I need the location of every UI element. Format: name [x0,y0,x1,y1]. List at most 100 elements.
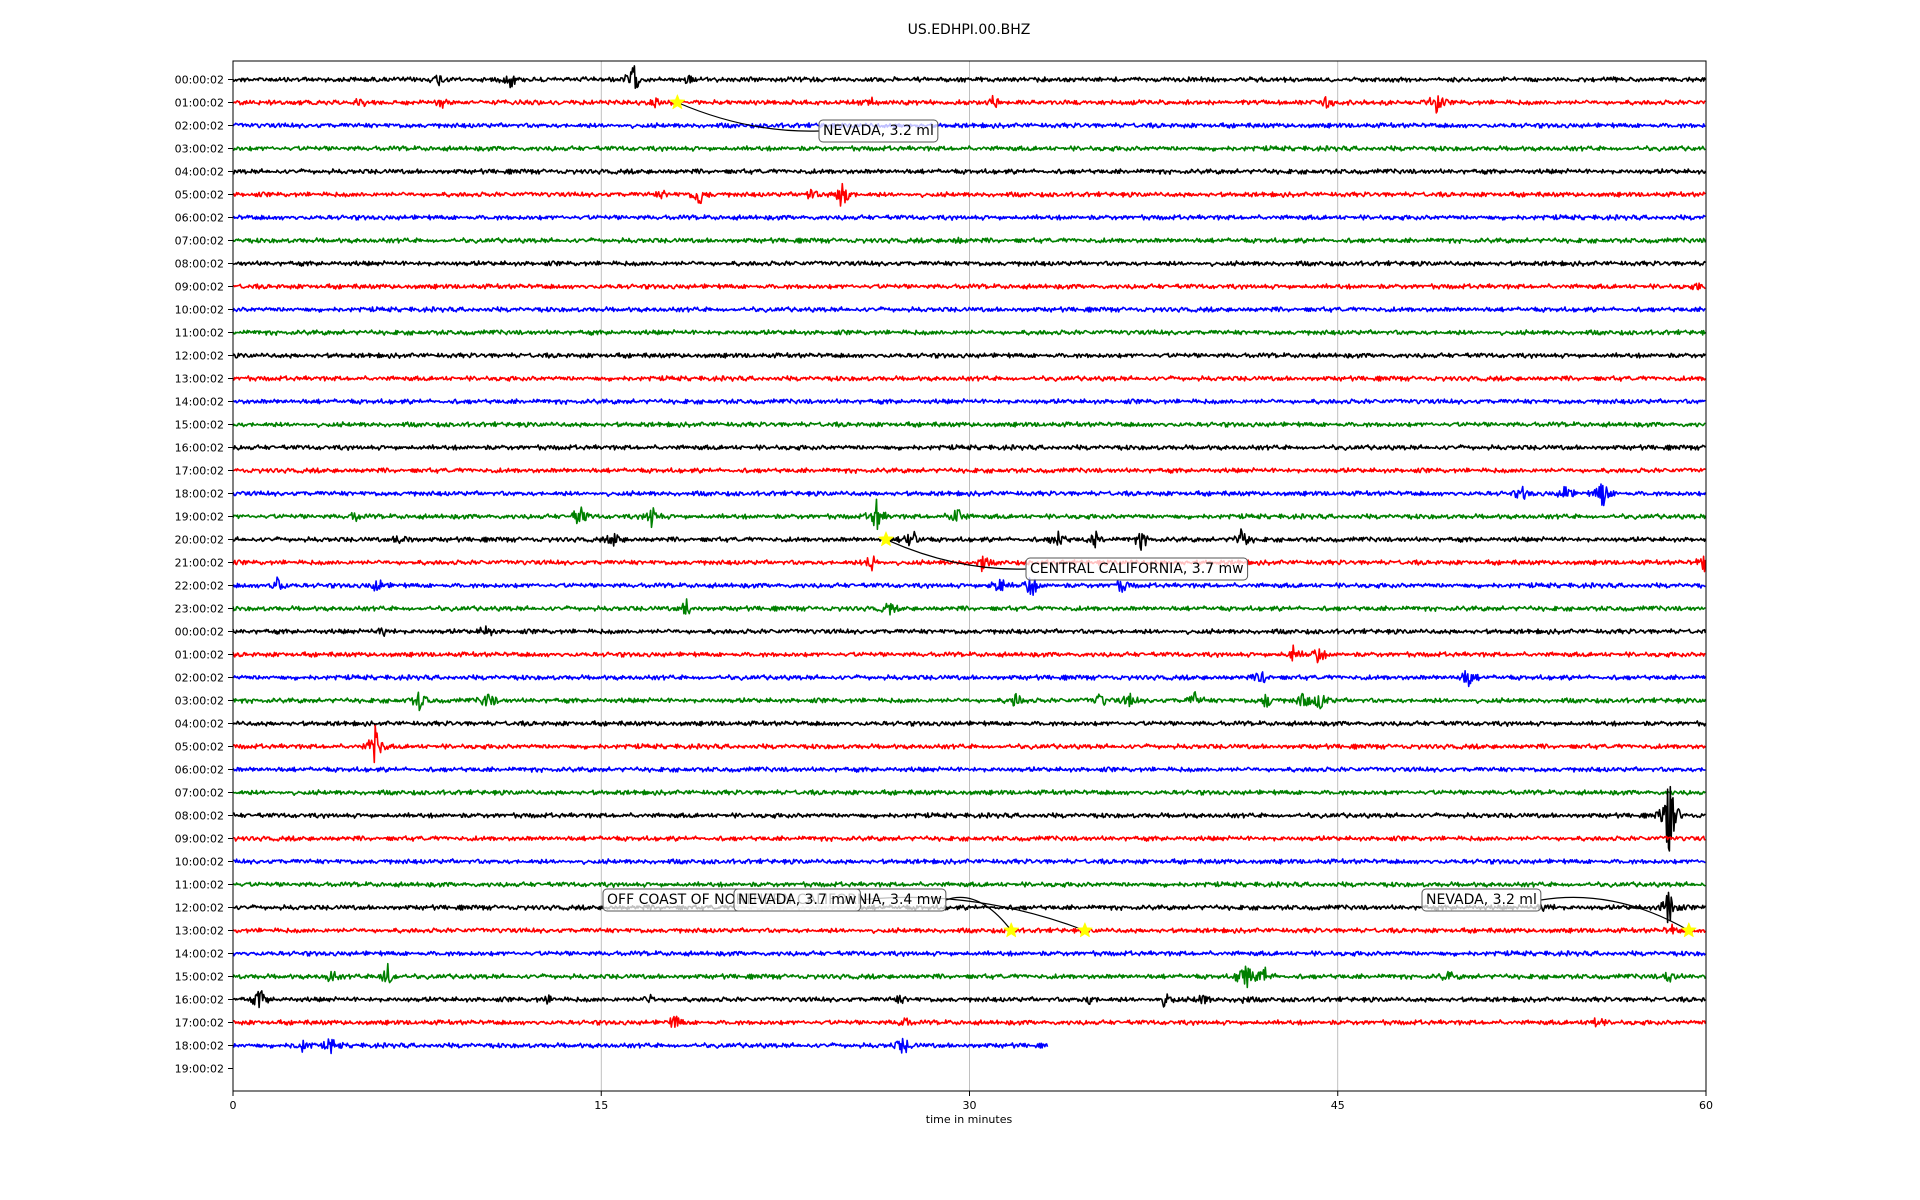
x-tick-label: 15 [594,1099,608,1112]
trace-row-16 [232,444,1707,452]
y-tick-label: 18:00:02 [175,488,224,501]
y-tick-label: 13:00:02 [175,925,224,938]
event-label: NEVADA, 3.2 ml [818,119,939,143]
y-tick-label: 05:00:02 [175,741,224,754]
trace-row-22 [232,576,1706,597]
y-tick-label: 01:00:02 [175,97,224,110]
x-tick-label: 60 [1699,1099,1713,1112]
trace-row-12 [232,352,1707,360]
trace-row-26 [232,669,1707,688]
event-label-text: CENTRAL CALIFORNIA, 3.7 mw [1030,561,1244,577]
y-tick-label: 11:00:02 [175,327,224,340]
grid-lines [600,61,1339,1091]
trace-row-34 [232,858,1706,866]
trace-row-38 [232,950,1707,958]
event-star-marker [669,93,686,110]
trace-row-33 [233,835,1706,843]
y-tick-label: 06:00:02 [175,212,224,225]
y-tick-label: 10:00:02 [175,304,224,317]
trace-row-7 [232,236,1707,245]
y-tick-label: 12:00:02 [175,902,224,915]
y-tick-label: 03:00:02 [175,143,224,156]
y-tick-label: 00:00:02 [175,626,224,639]
trace-row-25 [232,644,1706,664]
trace-row-32 [232,785,1706,852]
x-tick-label: 0 [230,1099,237,1112]
y-tick-label: 17:00:02 [175,465,224,478]
y-tick-label: 13:00:02 [175,373,224,386]
event-label: CENTRAL CALIFORNIA, 3.7 mw [1025,557,1249,581]
trace-row-5 [232,182,1706,207]
y-tick-label: 04:00:02 [175,166,224,179]
trace-row-28 [232,720,1707,728]
y-tick-label: 12:00:02 [175,350,224,363]
y-tick-label: 20:00:02 [175,534,224,547]
y-tick-label: 22:00:02 [175,580,224,593]
trace-row-2 [232,122,1706,129]
y-tick-label: 21:00:02 [175,557,224,570]
y-tick-labels: 00:00:02 01:00:02 02:00:02 03:00:02 04:00:02… [175,74,233,1076]
trace-row-29 [232,724,1707,764]
trace-row-19 [232,498,1707,531]
trace-row-23 [232,598,1706,616]
y-tick-label: 06:00:02 [175,764,224,777]
trace-row-41 [232,1015,1707,1028]
event-star-marker [1002,921,1020,938]
trace-row-4 [232,168,1707,175]
y-tick-label: 15:00:02 [175,419,224,432]
event-label: NEVADA, 3.7 mw [733,888,861,912]
y-tick-label: 05:00:02 [175,189,224,202]
event-label: NEVADA, 3.2 ml [1421,888,1542,912]
trace-row-10 [232,306,1706,313]
event-connector [677,101,820,132]
y-tick-label: 08:00:02 [175,258,224,271]
event-connector [945,896,1012,931]
y-tick-label: 14:00:02 [175,396,224,409]
trace-row-39 [232,962,1707,989]
y-tick-label: 18:00:02 [175,1040,224,1053]
chart-title: US.EDHPI.00.BHZ [908,22,1031,38]
y-tick-label: 03:00:02 [175,695,224,708]
trace-row-17 [232,467,1706,475]
y-tick-label: 14:00:02 [175,948,224,961]
trace-row-37 [232,923,1707,935]
trace-row-11 [232,329,1707,337]
event-star-marker [1680,921,1698,938]
trace-row-35 [232,881,1706,889]
x-axis-label: time in minutes [926,1113,1013,1126]
event-label-text: NEVADA, 3.2 ml [1426,892,1537,908]
trace-row-27 [232,690,1707,712]
y-tick-label: 16:00:02 [175,442,224,455]
event-star-marker [877,530,895,547]
trace-row-30 [232,766,1706,774]
y-tick-label: 11:00:02 [175,879,224,892]
event-connector [1540,896,1690,932]
trace-row-9 [233,282,1706,291]
y-tick-label: 01:00:02 [175,649,224,662]
event-label-box [733,888,861,912]
event-label-box [818,119,939,143]
x-tick-label: 45 [1331,1099,1345,1112]
event-label-text: NEVADA, 3.2 ml [823,123,934,139]
y-tick-label: 07:00:02 [175,235,224,248]
y-tick-label: 09:00:02 [175,281,224,294]
y-tick-label: 17:00:02 [175,1017,224,1030]
trace-row-14 [232,398,1706,406]
event-connector [885,538,1027,570]
trace-row-42 [232,1037,1049,1055]
trace-row-15 [232,421,1706,429]
event-labels: NEVADA, 3.2 ml CENTRAL CALIFORNIA, 3.7 mw… [602,119,1542,912]
y-tick-label: 19:00:02 [175,511,224,524]
event-label-box [1025,557,1249,581]
y-tick-label: 16:00:02 [175,994,224,1007]
trace-row-1 [232,94,1706,114]
y-tick-label: 08:00:02 [175,810,224,823]
trace-row-24 [232,625,1707,638]
y-tick-label: 09:00:02 [175,833,224,846]
y-tick-label: 00:00:02 [175,74,224,87]
y-tick-label: 04:00:02 [175,718,224,731]
y-tick-label: 07:00:02 [175,787,224,800]
event-label-box [1421,888,1542,912]
y-tick-label: 15:00:02 [175,971,224,984]
